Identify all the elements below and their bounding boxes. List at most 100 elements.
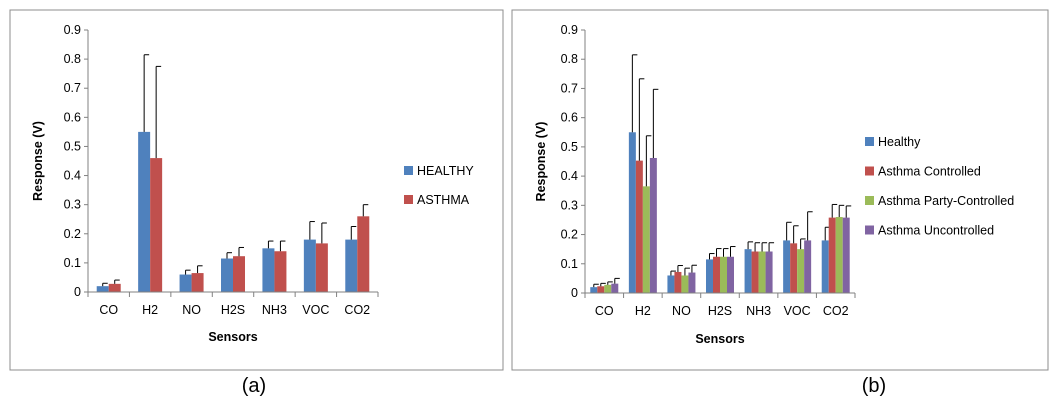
chart-b-bar bbox=[597, 286, 605, 293]
caption-b: (b) bbox=[862, 375, 886, 397]
chart-a-legend: HEALTHY ASTHMA bbox=[404, 164, 474, 207]
chart-b-bar bbox=[804, 240, 812, 293]
chart-b-x-tick-label: H2S bbox=[708, 304, 732, 318]
chart-a-y-tick-label: 0.2 bbox=[64, 227, 81, 241]
chart-b-y-tick-label: 0.2 bbox=[561, 228, 578, 242]
chart-b-bar bbox=[604, 284, 612, 293]
chart-b-x-tick-label: CO bbox=[595, 304, 614, 318]
chart-a-x-tick-label: VOC bbox=[302, 303, 329, 317]
chart-b-legend-label: Asthma Uncontrolled bbox=[878, 224, 994, 238]
chart-a-x-tick-label: CO bbox=[99, 303, 118, 317]
chart-a-y-tick-label: 0.1 bbox=[64, 256, 81, 270]
chart-a-bar bbox=[274, 251, 287, 292]
chart-b-bars bbox=[590, 54, 852, 293]
chart-b-bar bbox=[842, 217, 850, 293]
chart-a-bar bbox=[221, 258, 233, 292]
chart-a-bar bbox=[179, 274, 192, 292]
chart-b-bar bbox=[751, 251, 759, 293]
chart-a-bar bbox=[96, 286, 109, 292]
chart-b-bar bbox=[706, 259, 713, 293]
chart-a-legend-swatch bbox=[404, 166, 413, 175]
chart-b-x-tick-label: NO bbox=[672, 304, 691, 318]
chart-a-x-ticks: CO H2 NO H2S NH3 VOC CO2 bbox=[87, 292, 379, 317]
chart-b-bar bbox=[590, 287, 598, 293]
chart-b-bar bbox=[783, 240, 791, 293]
chart-a-y-tick-label: 0.6 bbox=[64, 110, 81, 124]
chart-b-bar bbox=[667, 275, 675, 293]
chart-b-legend-swatch bbox=[865, 225, 874, 235]
chart-b-y-tick-label: 0.5 bbox=[561, 140, 578, 154]
chart-b-legend: Healthy Asthma Controlled Asthma Party-Con… bbox=[865, 135, 1014, 238]
chart-b-bar bbox=[727, 256, 734, 293]
chart-b-legend-swatch bbox=[865, 196, 874, 205]
chart-b-bar bbox=[674, 271, 682, 293]
chart-b-x-tick-label: H2 bbox=[635, 304, 651, 318]
chart-b-bar bbox=[611, 283, 619, 293]
chart-b-y-tick-label: 0.9 bbox=[561, 23, 578, 37]
chart-b-bar bbox=[635, 160, 643, 293]
chart-b-x-axis-title: Sensors bbox=[695, 332, 744, 346]
chart-b-bar bbox=[720, 256, 727, 293]
chart-b-y-tick-label: 0.1 bbox=[561, 257, 578, 271]
chart-a-y-axis-title: Response (V) bbox=[31, 121, 45, 201]
chart-b-bar bbox=[797, 249, 805, 293]
chart-a-bar bbox=[233, 256, 245, 292]
chart-a-bar bbox=[262, 248, 275, 292]
chart-a-y-tick-label: 0.4 bbox=[64, 169, 81, 183]
chart-b-x-tick-label: NH3 bbox=[746, 304, 771, 318]
chart-a-y-tick-label: 0.5 bbox=[64, 139, 81, 153]
chart-b-x-ticks: CO H2 NO H2S NH3 VOC CO2 bbox=[584, 293, 856, 318]
chart-b-x-tick-label: VOC bbox=[784, 304, 811, 318]
chart-panel-a: 0 0.1 0.2 0.3 0.4 0.5 0.6 0.7 0.8 0.9 CO H2 NO H2S NH… bbox=[0, 0, 510, 403]
chart-a-bar bbox=[138, 131, 151, 292]
chart-b-y-tick-label: 0.7 bbox=[561, 81, 578, 95]
chart-b-y-tick-label: 0.4 bbox=[561, 169, 578, 183]
chart-a-frame bbox=[9, 9, 504, 371]
chart-b-bar bbox=[628, 132, 636, 293]
chart-b-y-tick-label: 0.8 bbox=[561, 52, 578, 66]
chart-b-frame bbox=[511, 9, 1049, 371]
chart-b-bar bbox=[688, 272, 696, 293]
chart-b-bar bbox=[642, 186, 650, 293]
chart-a-bar bbox=[191, 273, 204, 292]
chart-a-x-axis-title: Sensors bbox=[208, 330, 257, 344]
chart-a-x-tick-label: H2S bbox=[221, 303, 245, 317]
chart-b-bar bbox=[821, 240, 829, 293]
chart-b-svg: 0 0.1 0.2 0.3 0.4 0.5 0.6 0.7 0.8 0.9 CO H2 NO H2S NH… bbox=[511, 9, 1049, 397]
chart-b-bar bbox=[649, 157, 657, 293]
chart-b-bar bbox=[758, 251, 766, 293]
chart-a-y-tick-label: 0 bbox=[74, 285, 81, 299]
chart-a-y-ticks: 0 0.1 0.2 0.3 0.4 0.5 0.6 0.7 0.8 0.9 bbox=[64, 23, 88, 299]
chart-a-y-tick-label: 0.3 bbox=[64, 198, 81, 212]
chart-panel-b: 0 0.1 0.2 0.3 0.4 0.5 0.6 0.7 0.8 0.9 CO H2 NO H2S NH… bbox=[510, 0, 1053, 403]
chart-a-bar bbox=[150, 158, 163, 292]
chart-b-legend-label: Healthy bbox=[878, 135, 921, 149]
chart-a-bar bbox=[303, 239, 316, 292]
chart-a-legend-label: HEALTHY bbox=[417, 164, 474, 178]
chart-a-y-tick-label: 0.8 bbox=[64, 52, 81, 66]
chart-b-legend-label: Asthma Party-Controlled bbox=[878, 194, 1014, 208]
chart-b-y-tick-label: 0 bbox=[571, 286, 578, 300]
chart-a-x-tick-label: NO bbox=[182, 303, 201, 317]
chart-a-y-tick-label: 0.9 bbox=[64, 23, 81, 37]
chart-b-y-ticks: 0 0.1 0.2 0.3 0.4 0.5 0.6 0.7 0.8 0.9 bbox=[561, 23, 585, 300]
chart-b-bar bbox=[713, 256, 720, 293]
chart-b-y-tick-label: 0.6 bbox=[561, 111, 578, 125]
chart-a-bar bbox=[345, 239, 358, 292]
chart-a-bar bbox=[315, 243, 328, 292]
chart-a-x-tick-label: CO2 bbox=[344, 303, 370, 317]
chart-b-bar bbox=[835, 217, 843, 293]
chart-a-legend-swatch bbox=[404, 195, 413, 204]
chart-a-legend-label: ASTHMA bbox=[417, 193, 470, 207]
chart-b-y-tick-label: 0.3 bbox=[561, 198, 578, 212]
chart-b-bar bbox=[790, 243, 798, 293]
chart-a-bar bbox=[108, 283, 121, 292]
chart-b-legend-label: Asthma Controlled bbox=[878, 165, 981, 179]
chart-b-bar bbox=[681, 275, 689, 293]
chart-a-x-tick-label: NH3 bbox=[262, 303, 287, 317]
chart-b-legend-swatch bbox=[865, 137, 874, 146]
chart-b-bar bbox=[828, 217, 836, 293]
chart-b-bar bbox=[744, 249, 752, 293]
chart-a-x-tick-label: H2 bbox=[142, 303, 158, 317]
chart-b-y-axis-title: Response (V) bbox=[534, 122, 548, 202]
